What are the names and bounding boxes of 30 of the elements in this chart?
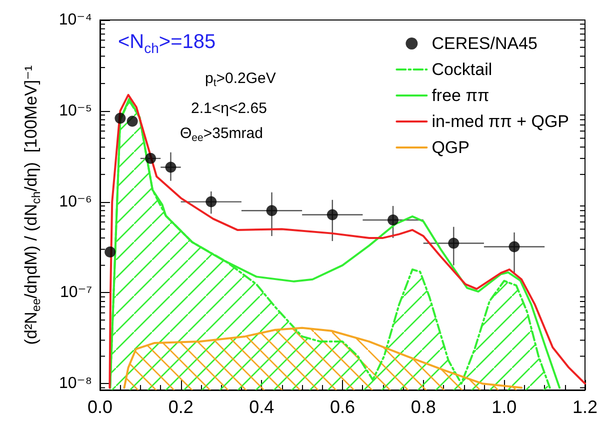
point — [326, 209, 338, 220]
point — [266, 205, 278, 216]
legend-label: Cocktail — [432, 60, 492, 79]
point — [388, 214, 399, 226]
annotation: 2.1<η<2.65 — [191, 100, 267, 117]
legend-label: in-med ππ + QGP — [432, 112, 570, 131]
legend-label: QGP — [432, 138, 470, 157]
y-tick-label: 10⁻⁶ — [59, 193, 92, 210]
y-tick-label: 10⁻⁸ — [59, 375, 92, 392]
point — [448, 238, 460, 249]
point — [206, 196, 217, 208]
x-tick-label: 0.0 — [87, 397, 113, 417]
x-tick-label: 0.4 — [249, 397, 274, 417]
legend-label: free ππ — [432, 86, 490, 105]
point — [165, 162, 176, 173]
y-tick-label: 10⁻⁵ — [59, 102, 92, 120]
legend-label: CERES/NA45 — [432, 34, 538, 53]
x-tick-label: 1.0 — [492, 397, 517, 417]
x-tick-label: 0.6 — [330, 397, 356, 417]
point — [126, 116, 138, 127]
point — [114, 112, 126, 124]
x-tick-label: 0.2 — [168, 397, 194, 417]
point — [508, 241, 520, 252]
point — [104, 246, 116, 258]
y-tick-label: 10⁻⁴ — [58, 12, 92, 28]
x-tick-label: 0.8 — [410, 397, 436, 417]
x-tick-label: 1.2 — [572, 397, 598, 417]
y-axis-title: (d²Nee/dηdM) / (dNch/dη) [100MeV]⁻¹ — [21, 64, 43, 345]
y-tick-label: 10⁻⁷ — [60, 284, 92, 302]
point — [145, 152, 156, 164]
